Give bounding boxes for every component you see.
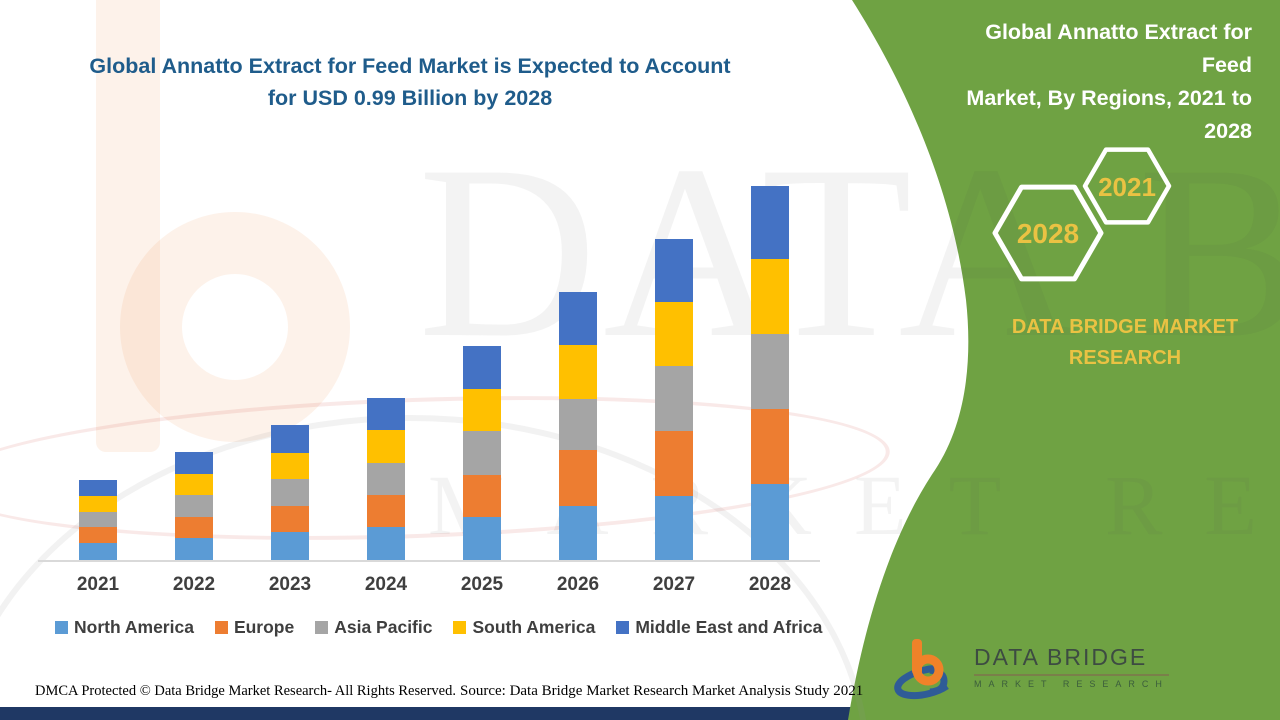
bar-segment-south-america bbox=[559, 344, 597, 399]
bar-segment-europe bbox=[751, 408, 789, 485]
x-axis-line bbox=[38, 560, 820, 562]
footer-source-text: Source: Data Bridge Market Research Mark… bbox=[460, 683, 864, 699]
bar-segment-europe bbox=[559, 450, 597, 506]
legend-label: South America bbox=[472, 617, 596, 637]
bar-segment-asia-pacific bbox=[271, 479, 309, 506]
page-title-line2: for USD 0.99 Billion by 2028 bbox=[267, 86, 553, 110]
bar-segment-asia-pacific bbox=[655, 366, 693, 432]
hexagon-year-2028: 2028 bbox=[1016, 218, 1080, 249]
bar-segment-middle-east-and-africa bbox=[655, 239, 693, 303]
legend-item: Asia Pacific bbox=[315, 617, 432, 638]
bar-segment-asia-pacific bbox=[79, 511, 117, 528]
x-axis-label: 2023 bbox=[268, 574, 312, 595]
legend-item: North America bbox=[55, 617, 194, 638]
legend-swatch bbox=[616, 621, 630, 634]
page-title-line1: Global Annatto Extract for Feed Market i… bbox=[89, 54, 731, 78]
bar-segment-north-america bbox=[463, 516, 501, 560]
hexagon-2021 bbox=[1082, 147, 1172, 225]
legend-swatch bbox=[214, 621, 228, 634]
bar-segment-europe bbox=[655, 431, 693, 497]
bar-segment-europe bbox=[79, 527, 117, 543]
x-axis-label: 2028 bbox=[748, 574, 792, 595]
page-title: Global Annatto Extract for Feed Market i… bbox=[40, 50, 780, 114]
logo-subtext: MARKET RESEARCH bbox=[974, 679, 1169, 689]
logo-mark-icon bbox=[894, 639, 958, 700]
bar-segment-asia-pacific bbox=[751, 334, 789, 409]
bar-segment-middle-east-and-africa bbox=[175, 451, 213, 474]
bar-chart: 2021 2022 2023 2024 2025 2026 2027 2028 bbox=[76, 185, 792, 595]
panel-title: Global Annatto Extract for Feed Market, … bbox=[940, 16, 1252, 148]
panel-title-line1: Global Annatto Extract for Feed bbox=[985, 20, 1252, 77]
bar-segment-middle-east-and-africa bbox=[463, 346, 501, 390]
bar-segment-south-america bbox=[367, 430, 405, 463]
x-axis-label: 2025 bbox=[460, 574, 504, 595]
brand-text-line1: DATA BRIDGE MARKET bbox=[1011, 316, 1239, 338]
green-panel-shape bbox=[848, 0, 1280, 720]
bar-segment-north-america bbox=[367, 527, 405, 560]
hexagon-year-2021: 2021 bbox=[1098, 172, 1156, 202]
bar-segment-middle-east-and-africa bbox=[271, 425, 309, 454]
bar-segment-middle-east-and-africa bbox=[751, 185, 789, 260]
x-axis-label: 2027 bbox=[652, 574, 696, 595]
bar-segment-europe bbox=[175, 516, 213, 539]
panel-title-line2: Market, By Regions, 2021 to bbox=[966, 86, 1252, 110]
hexagons-graphic bbox=[992, 147, 1172, 282]
bar-segment-south-america bbox=[79, 495, 117, 512]
legend-label: North America bbox=[74, 617, 194, 637]
footer-dmca-text: DMCA Protected © Data Bridge Market Rese… bbox=[35, 683, 456, 699]
bar-segment-north-america bbox=[655, 496, 693, 560]
logo-wordmark: DATA BRIDGE bbox=[974, 644, 1169, 676]
bar-segment-south-america bbox=[751, 259, 789, 335]
brand-text-line2: RESEARCH bbox=[1068, 347, 1182, 369]
bar-segment-south-america bbox=[655, 302, 693, 367]
legend: North America Europe Asia Pacific South Ame… bbox=[55, 617, 835, 638]
bar-segment-asia-pacific bbox=[175, 495, 213, 517]
brand-text: DATA BRIDGE MARKET RESEARCH bbox=[975, 312, 1275, 374]
bar-segment-asia-pacific bbox=[559, 398, 597, 451]
hexagon-2028 bbox=[992, 184, 1104, 282]
x-axis-label: 2026 bbox=[556, 574, 600, 595]
bar-segment-europe bbox=[271, 505, 309, 533]
legend-item: South America bbox=[453, 617, 595, 638]
bar-segment-middle-east-and-africa bbox=[79, 480, 117, 496]
bar-segment-north-america bbox=[559, 505, 597, 560]
logo: DATA BRIDGE MARKET RESEARCH bbox=[888, 636, 1169, 700]
legend-swatch bbox=[315, 621, 329, 634]
bar-segment-europe bbox=[367, 495, 405, 528]
bar-segment-north-america bbox=[751, 484, 789, 560]
bar-segment-asia-pacific bbox=[463, 431, 501, 475]
bar-segment-south-america bbox=[463, 389, 501, 432]
legend-item: Middle East and Africa bbox=[616, 617, 822, 638]
bottom-navy-strip bbox=[0, 707, 852, 720]
legend-label: Europe bbox=[233, 617, 295, 637]
bar-segment-north-america bbox=[271, 532, 309, 560]
x-axis-label: 2021 bbox=[76, 574, 120, 595]
legend-label: Middle East and Africa bbox=[635, 617, 823, 637]
legend-item: Europe bbox=[214, 617, 295, 638]
legend-swatch bbox=[55, 621, 68, 634]
x-axis-label: 2022 bbox=[172, 574, 216, 595]
bar-segment-europe bbox=[463, 474, 501, 517]
x-axis-label: 2024 bbox=[364, 574, 408, 595]
legend-label: Asia Pacific bbox=[334, 617, 433, 637]
bar-segment-asia-pacific bbox=[367, 462, 405, 496]
bar-segment-north-america bbox=[175, 538, 213, 560]
bar-segment-south-america bbox=[175, 473, 213, 496]
bar-segment-south-america bbox=[271, 453, 309, 480]
legend-swatch bbox=[453, 621, 467, 634]
bar-segment-middle-east-and-africa bbox=[367, 397, 405, 431]
panel-title-line3: 2028 bbox=[1204, 119, 1252, 143]
bar-segment-middle-east-and-africa bbox=[559, 291, 597, 345]
bar-segment-north-america bbox=[79, 542, 117, 560]
